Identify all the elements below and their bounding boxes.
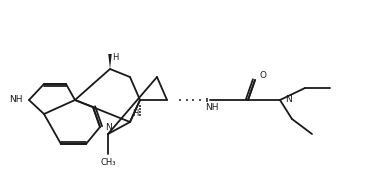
Text: H: H — [132, 109, 138, 118]
Text: O: O — [260, 70, 267, 79]
Polygon shape — [108, 54, 112, 69]
Text: N: N — [105, 123, 111, 132]
Text: NH: NH — [9, 95, 23, 105]
Text: CH₃: CH₃ — [100, 158, 116, 167]
Text: NH: NH — [205, 102, 219, 112]
Text: H: H — [112, 52, 118, 61]
Text: N: N — [285, 95, 291, 105]
